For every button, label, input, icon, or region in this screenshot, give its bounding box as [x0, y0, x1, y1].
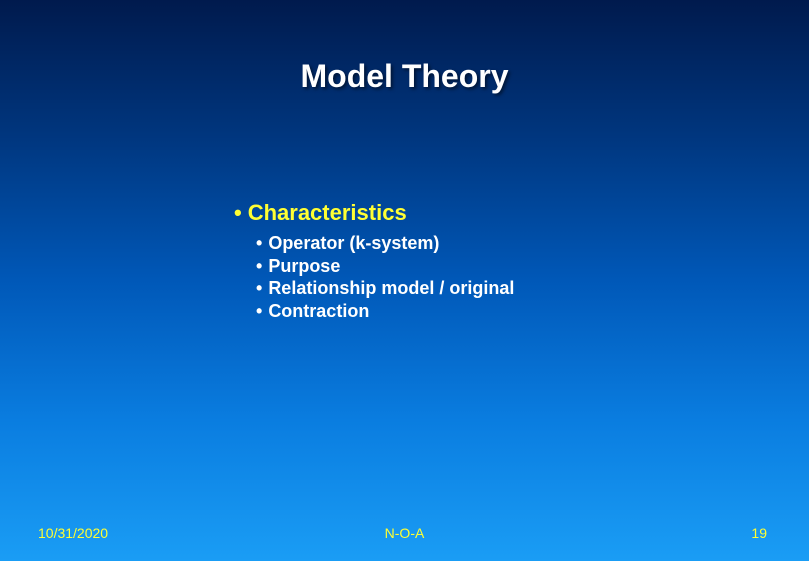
- bullet-level1: •Characteristics: [234, 200, 514, 226]
- bullet-icon: •: [234, 200, 242, 225]
- slide-title: Model Theory: [0, 58, 809, 95]
- bullet-level2: • Operator (k-system): [256, 232, 514, 255]
- slide-content: •Characteristics •Operator (k-system) •P…: [234, 200, 514, 322]
- level2-list: • Operator (k-system) • Purpose • Relations…: [256, 232, 514, 322]
- bullet-icon: •: [256, 301, 262, 321]
- footer-page-number: 19: [751, 525, 767, 541]
- level2-text: Purpose: [268, 256, 340, 276]
- slide: Model Theory •Characteristics •Operator …: [0, 0, 809, 561]
- level2-text: Contraction: [268, 301, 369, 321]
- bullet-icon: •: [256, 233, 262, 253]
- level2-text: Operator (k-system): [268, 233, 439, 253]
- level2-text: Relationship model / original: [268, 278, 514, 298]
- bullet-icon: •: [256, 278, 262, 298]
- footer-center: N-O-A: [0, 525, 809, 541]
- level1-text: Characteristics: [248, 200, 407, 225]
- bullet-icon: •: [256, 256, 262, 276]
- slide-footer: 10/31/2020 N-O-A 19: [0, 521, 809, 541]
- bullet-level2: • Relationship model / original: [256, 277, 514, 300]
- bullet-level2: • Purpose: [256, 255, 514, 278]
- bullet-level2: • Contraction: [256, 300, 514, 323]
